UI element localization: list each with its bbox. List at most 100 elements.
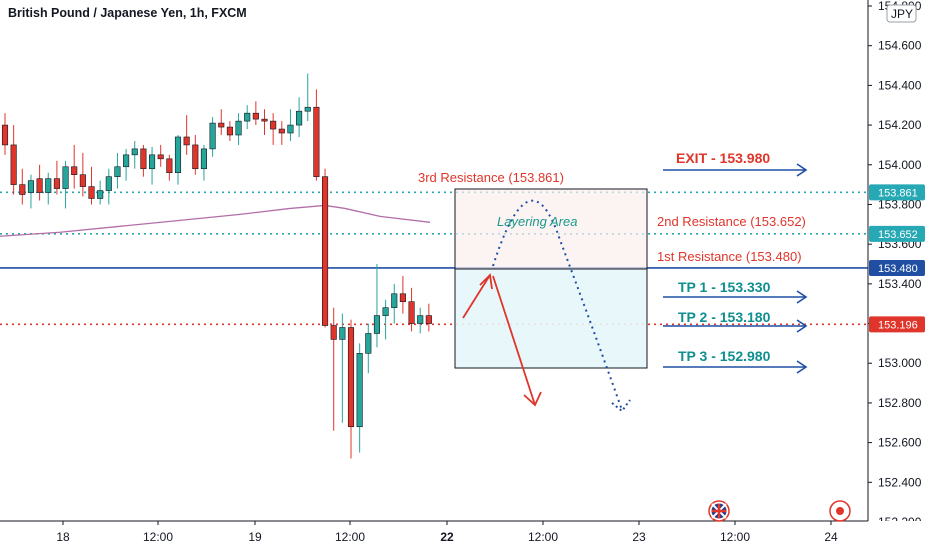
tp3-label: TP 3 - 152.980 <box>678 348 771 364</box>
price-tag-bg-3 <box>869 316 925 333</box>
price-tag-0: 153.861 <box>878 187 918 199</box>
candle-body-35 <box>304 106 311 112</box>
candle-body-43 <box>373 315 381 334</box>
time-tick-1: 12:00 <box>143 530 173 544</box>
moving-average-layer <box>0 204 431 237</box>
red-down-arrowhead <box>523 391 542 407</box>
candle-body-9 <box>79 174 86 187</box>
candle-body-41 <box>356 353 363 428</box>
candle-body-29 <box>252 112 259 120</box>
exit-arrow <box>663 163 808 177</box>
candles-layer <box>1 73 432 459</box>
candle-body-26 <box>226 126 233 136</box>
price-tags: 153.861 153.652 153.480 153.196 <box>869 184 925 333</box>
red-up-arrowhead <box>479 273 493 290</box>
price-tick-2: 154.400 <box>878 78 922 92</box>
red-up-arrow <box>462 274 491 319</box>
arrows-layer <box>462 163 808 413</box>
candle-body-40 <box>347 327 355 428</box>
price-tag-bg-2 <box>869 259 925 276</box>
candle-body-16 <box>140 148 147 170</box>
time-tick-8: 24 <box>824 530 838 544</box>
candle-body-17 <box>149 154 156 170</box>
candle-body-23 <box>200 148 207 170</box>
price-tick-4: 154.000 <box>878 158 922 172</box>
candle-body-36 <box>313 106 320 177</box>
time-tick-0: 18 <box>56 530 70 544</box>
candle-body-49 <box>425 315 432 324</box>
candle-body-20 <box>174 136 182 174</box>
tp2-arrow <box>663 319 808 333</box>
blue-dotted-arrowhead <box>611 399 631 413</box>
candle-body-38 <box>330 325 337 340</box>
candle-body-31 <box>270 120 277 130</box>
candle-body-42 <box>365 333 372 354</box>
uk-flag-icon[interactable] <box>708 500 730 522</box>
tp1-label: TP 1 - 153.330 <box>678 279 771 295</box>
horizontal-levels-layer <box>0 191 868 326</box>
price-tick-9: 153.000 <box>878 356 922 370</box>
price-tick-10: 152.800 <box>878 396 922 410</box>
candle-body-34 <box>296 110 303 126</box>
candle-body-0 <box>1 124 9 146</box>
candle-body-30 <box>261 118 268 122</box>
candle-body-22 <box>192 144 199 170</box>
candle-body-15 <box>131 148 138 156</box>
candle-body-1 <box>10 144 17 185</box>
candle-body-33 <box>287 124 294 134</box>
price-tag-2: 153.480 <box>878 263 918 275</box>
resistance-3-label: 3rd Resistance (153.861) <box>418 170 564 185</box>
layering-area-label: Layering Area <box>497 214 577 229</box>
price-tag-bg-1 <box>869 225 925 242</box>
tp2-label: TP 2 - 153.180 <box>678 309 771 325</box>
time-tick-7: 12:00 <box>720 530 750 544</box>
candle-body-13 <box>114 166 121 177</box>
candle-body-21 <box>183 136 190 146</box>
candle-body-44 <box>382 307 389 316</box>
candle-body-47 <box>408 301 415 324</box>
candle-body-11 <box>97 190 104 199</box>
time-axis-background <box>0 521 932 550</box>
candle-body-14 <box>123 154 130 168</box>
tp1-arrow <box>663 290 808 304</box>
candle-body-45 <box>391 293 398 308</box>
candle-body-6 <box>53 178 60 189</box>
layering-zone[interactable] <box>454 188 648 270</box>
currency-badge[interactable]: JPY <box>886 4 917 23</box>
candle-body-24 <box>209 122 216 150</box>
price-tick-7: 153.400 <box>878 277 922 291</box>
candle-body-2 <box>19 184 26 195</box>
symbol-title: British Pound / Japanese Yen, 1h, FXCM <box>8 6 247 20</box>
exit-label: EXIT - 153.980 <box>676 150 770 166</box>
candle-body-8 <box>71 166 78 175</box>
price-tick-1: 154.600 <box>878 39 922 53</box>
candle-body-32 <box>278 128 285 134</box>
time-tick-6: 23 <box>632 530 646 544</box>
price-tag-1: 153.652 <box>878 229 918 241</box>
currency-badge-label: JPY <box>891 7 913 21</box>
candle-body-7 <box>62 166 69 189</box>
price-tick-11: 152.600 <box>878 436 922 450</box>
candle-body-48 <box>417 315 424 324</box>
time-tick-5: 12:00 <box>528 530 558 544</box>
moving-average-line <box>0 204 431 237</box>
take-profit-zone[interactable] <box>454 268 648 369</box>
candle-body-28 <box>244 112 251 122</box>
candle-body-3 <box>27 180 35 193</box>
price-tag-bg-0 <box>869 184 925 201</box>
candle-body-39 <box>339 327 346 340</box>
price-tick-3: 154.200 <box>878 118 922 132</box>
japan-flag-icon[interactable] <box>829 500 851 522</box>
candle-body-25 <box>218 122 225 128</box>
time-tick-2: 19 <box>248 530 262 544</box>
time-tick-3: 12:00 <box>335 530 365 544</box>
tp3-arrow <box>663 360 808 374</box>
candle-body-12 <box>105 176 112 191</box>
candle-body-18 <box>157 154 164 160</box>
candle-body-10 <box>88 186 95 199</box>
candle-body-4 <box>36 178 43 193</box>
price-tick-12: 152.400 <box>878 475 922 489</box>
candle-body-19 <box>166 158 173 174</box>
time-tick-4: 22 <box>440 530 454 544</box>
